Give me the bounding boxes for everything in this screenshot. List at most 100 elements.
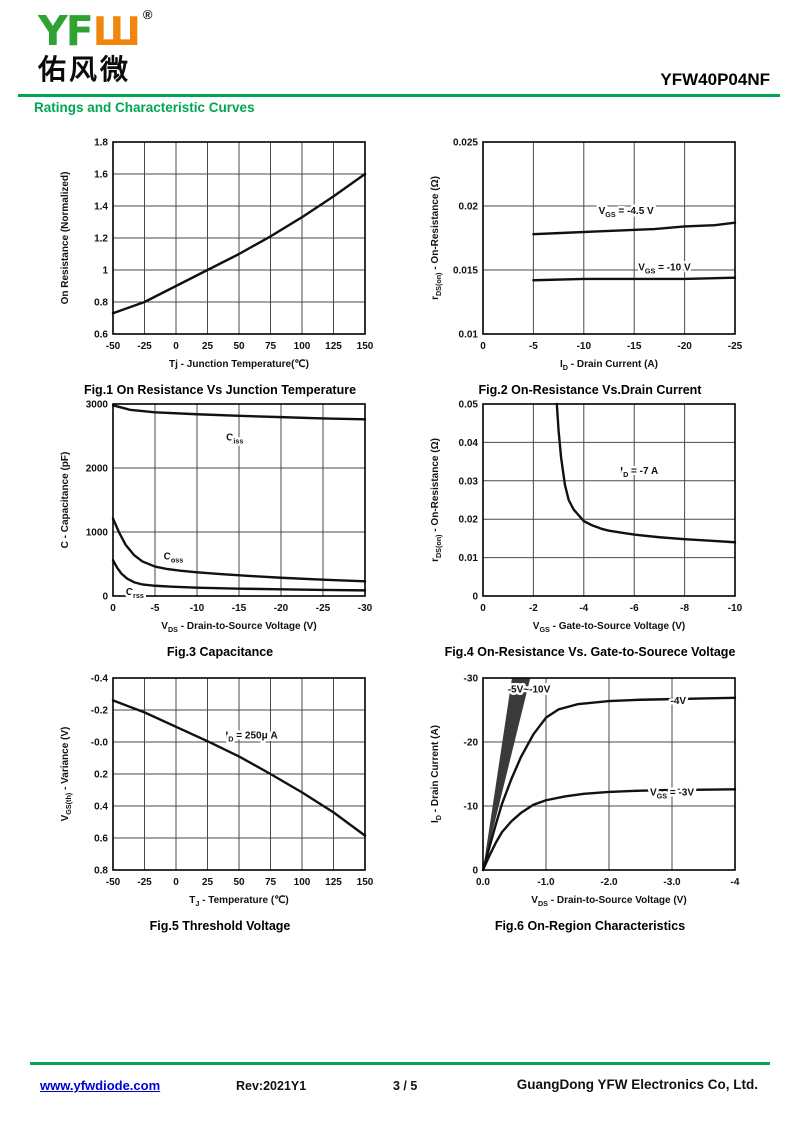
x-tick-label: 0 (480, 603, 486, 614)
x-tick-label: -10 (577, 341, 592, 352)
y-tick-label: 0 (472, 866, 478, 877)
y-tick-label: 0.01 (459, 553, 479, 564)
y-tick-label: 0.05 (459, 400, 479, 411)
y-tick-label: -0.0 (91, 738, 109, 749)
revision-label: Rev:2021Y1 (236, 1079, 307, 1093)
curve-label: VGS = -10 V (638, 262, 691, 275)
series-vgs-minus-3v (481, 788, 737, 872)
x-axis-label: ID - Drain Current (A) (560, 359, 658, 372)
y-tick-label: 0.025 (453, 138, 478, 149)
y-tick-label: 0.02 (459, 515, 479, 526)
footer-divider (30, 1062, 770, 1065)
series-Coss (111, 517, 367, 583)
x-tick-label: -50 (106, 877, 121, 888)
x-tick-label: -5 (151, 603, 160, 614)
x-tick-label: 100 (294, 877, 311, 888)
y-tick-label: 0.8 (94, 298, 108, 309)
plot-border (482, 403, 736, 597)
plot-border (482, 141, 736, 335)
x-axis-label: VGS - Gate-to-Source Voltage (V) (533, 621, 685, 634)
x-tick-label: -10 (190, 603, 205, 614)
y-axis-label: C - Capacitance (pF) (60, 452, 71, 549)
fig3-chart: 0 -5 -10 -15 -20 -25 -30 0 1000 2000 3000 VDS - Dra… (60, 400, 373, 635)
series-id-minus-7a (555, 402, 737, 544)
x-tick-label: -30 (358, 603, 373, 614)
fig2-caption: Fig.2 On-Resistance Vs.Drain Current (478, 383, 702, 397)
series-Crss (111, 558, 367, 592)
fig6-chart: 0.0 -1.0 -2.0 -3.0 -4 0 -10 -20 -30 VDS - Drain-t… (430, 674, 740, 909)
y-tick-label: 0.2 (94, 770, 108, 781)
logo-chinese-name: 佑风微 (38, 53, 132, 86)
plot-border (112, 141, 366, 335)
website-link[interactable]: www.yfwdiode.com (40, 1078, 161, 1093)
series-vgs-minus-4p5v (532, 221, 737, 236)
series-Ciss (111, 404, 367, 421)
curve-label: ID = 250μ A (226, 731, 278, 744)
y-tick-label: -10 (464, 802, 479, 813)
x-tick-label: 75 (265, 341, 277, 352)
header-divider (18, 94, 780, 97)
x-tick-label: 100 (294, 341, 311, 352)
x-tick-label: 50 (233, 341, 245, 352)
y-tick-label: 0 (102, 592, 108, 603)
y-tick-label: 0.015 (453, 266, 478, 277)
y-tick-label: 1.8 (94, 138, 108, 149)
y-tick-label: 1.4 (94, 202, 108, 213)
x-tick-label: 0.0 (476, 877, 490, 888)
registered-trademark-icon: ® (142, 7, 153, 22)
fig6-caption: Fig.6 On-Region Characteristics (494, 919, 686, 933)
x-axis-label: VDS - Drain-to-Source Voltage (V) (531, 895, 686, 908)
y-tick-label: -30 (464, 674, 479, 685)
figure-1: -50 -25 0 25 50 75 100 125 150 0.6 0.8 1 1.2 1.4 1.6 1.… (55, 136, 385, 398)
x-tick-label: 25 (202, 341, 214, 352)
y-tick-label: -20 (464, 738, 479, 749)
area-vgs-minus5-to-minus10-band (483, 678, 531, 870)
fig4-chart: 0 -2 -4 -6 -8 -10 0 0.01 0.02 0.03 0.04 0.05 VGS - G… (430, 400, 743, 635)
yfw-logo: YFШ ® 佑风微 (38, 8, 152, 88)
x-tick-label: 25 (202, 877, 214, 888)
page-indicator: 3 / 5 (393, 1079, 418, 1093)
figure-4: 0 -2 -4 -6 -8 -10 0 0.01 0.02 0.03 0.04 0.05 VGS - G… (425, 398, 755, 660)
part-number: YFW40P04NF (660, 70, 770, 89)
x-tick-label: -20 (274, 603, 289, 614)
series-vgs-minus-4v (481, 696, 737, 872)
x-tick-label: 150 (357, 877, 374, 888)
plot-border (482, 677, 736, 871)
curve-label: ID = -7 A (620, 466, 658, 479)
y-tick-label: 0.4 (94, 802, 108, 813)
x-tick-label: -50 (106, 341, 121, 352)
curve-label: VGS = -4.5 V (599, 206, 654, 219)
series-vgsth-variance (111, 699, 367, 837)
y-axis-label: rDS(on) - On-Resistance (Ω) (430, 176, 443, 300)
x-axis-label: VDS - Drain-to-Source Voltage (V) (161, 621, 316, 634)
section-title: Ratings and Characteristic Curves (34, 100, 255, 115)
y-tick-label: 0.6 (94, 330, 108, 341)
y-tick-label: 0.04 (459, 438, 479, 449)
x-tick-label: -10 (728, 603, 743, 614)
y-tick-label: 1 (102, 266, 108, 277)
fig1-caption: Fig.1 On Resistance Vs Junction Temperat… (83, 383, 357, 397)
x-tick-label: -6 (630, 603, 639, 614)
x-tick-label: -25 (137, 341, 152, 352)
y-tick-label: 1000 (86, 528, 109, 539)
y-tick-label: 2000 (86, 464, 109, 475)
x-tick-label: 150 (357, 341, 374, 352)
y-axis-label: rDS(on) - On-Resistance (Ω) (430, 438, 443, 562)
x-tick-label: 0 (173, 341, 179, 352)
x-axis-label: Tj - Junction Temperature(℃) (169, 359, 309, 370)
x-tick-label: -25 (728, 341, 743, 352)
x-tick-label: -3.0 (663, 877, 681, 888)
y-axis-label: On Resistance (Normalized) (60, 172, 71, 305)
x-tick-label: -1.0 (537, 877, 555, 888)
series-vgs-minus-10v (532, 276, 737, 282)
figure-5: -50 -25 0 25 50 75 100 125 150 -0.4 -0.2 -0.0 0.2 0.4… (55, 672, 385, 934)
fig2-chart: 0 -5 -10 -15 -20 -25 0.01 0.015 0.02 0.025 ID - Dr… (430, 138, 743, 373)
x-tick-label: 125 (325, 877, 342, 888)
curve-label: -4V (671, 696, 687, 707)
y-tick-label: 0.03 (459, 476, 479, 487)
logo-wordmark: YFШ ® (38, 8, 152, 52)
x-tick-label: -5 (529, 341, 538, 352)
curve-label: Crss (126, 587, 144, 600)
fig1-chart: -50 -25 0 25 50 75 100 125 150 0.6 0.8 1 1.2 1.4 1.6 1.… (60, 138, 374, 371)
fig3-caption: Fig.3 Capacitance (166, 645, 274, 659)
